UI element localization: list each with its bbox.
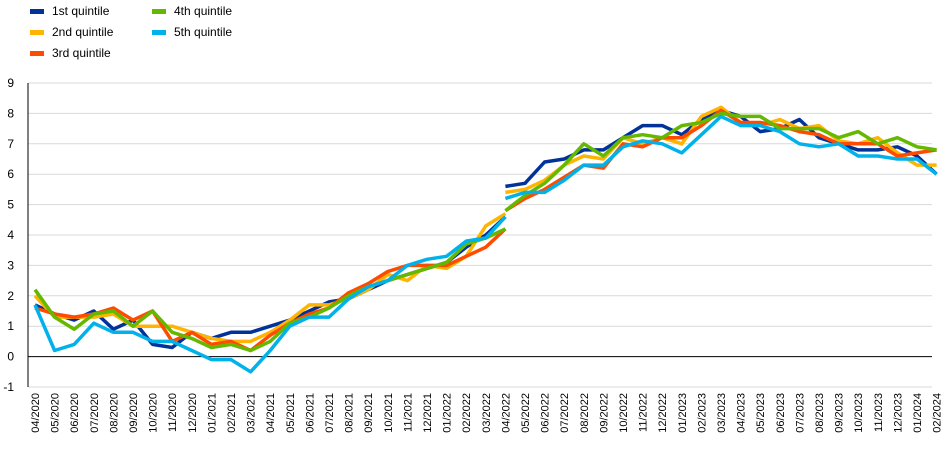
x-tick-label: 08/2023 bbox=[814, 393, 826, 433]
gridlines bbox=[28, 82, 932, 388]
legend-label: 5th quintile bbox=[174, 25, 233, 39]
x-tick-label: 02/2024 bbox=[932, 393, 944, 433]
x-tick-label: 04/2020 bbox=[30, 393, 42, 433]
y-tick-label: 7 bbox=[7, 137, 14, 151]
legend-item: 1st quintile bbox=[28, 4, 109, 18]
legend-label: 2nd quintile bbox=[52, 25, 114, 39]
x-tick-label: 07/2023 bbox=[794, 393, 806, 433]
x-tick-label: 10/2022 bbox=[618, 393, 630, 433]
legend-swatch bbox=[30, 50, 44, 56]
y-tick-labels: -1 0 1 2 3 4 5 6 7 8 9 bbox=[3, 76, 14, 394]
x-tick-label: 09/2021 bbox=[363, 393, 375, 433]
x-tick-label: 03/2023 bbox=[716, 393, 728, 433]
x-tick-label: 08/2022 bbox=[579, 393, 591, 433]
series-line-4 bbox=[33, 227, 507, 353]
series-line-5 bbox=[33, 215, 507, 374]
x-tick-label: 11/2021 bbox=[402, 393, 414, 432]
x-tick-label: 09/2023 bbox=[834, 393, 846, 433]
x-tick-label: 10/2021 bbox=[383, 393, 395, 433]
x-tick-label: 11/2022 bbox=[638, 393, 650, 432]
y-tick-label: 2 bbox=[7, 289, 14, 303]
series-line-5 bbox=[504, 114, 938, 201]
x-tick-label: 04/2022 bbox=[500, 393, 512, 433]
y-tick-label: 0 bbox=[7, 350, 14, 364]
legend-swatch bbox=[30, 29, 44, 35]
y-tick-label: 3 bbox=[7, 258, 14, 272]
legend-label: 1st quintile bbox=[52, 4, 110, 18]
x-tick-label: 04/2021 bbox=[265, 393, 277, 433]
x-tick-label: 08/2020 bbox=[108, 393, 120, 433]
x-tick-label: 09/2020 bbox=[128, 393, 140, 433]
x-tick-label: 01/2024 bbox=[912, 393, 924, 433]
x-tick-label: 06/2020 bbox=[69, 393, 81, 433]
y-tick-label: 1 bbox=[7, 319, 14, 333]
x-tick-label: 07/2021 bbox=[324, 393, 336, 433]
legend-item: 2nd quintile bbox=[28, 25, 113, 39]
x-tick-label: 12/2022 bbox=[657, 393, 669, 433]
x-tick-label: 09/2022 bbox=[598, 393, 610, 433]
x-tick-label: 06/2021 bbox=[304, 393, 316, 433]
series-lines bbox=[33, 105, 938, 374]
x-tick-label: 01/2021 bbox=[206, 393, 218, 433]
x-tick-label: 12/2021 bbox=[422, 393, 434, 433]
legend-swatch bbox=[30, 8, 44, 14]
legend-item: 3rd quintile bbox=[28, 46, 111, 60]
x-tick-label: 12/2023 bbox=[892, 393, 904, 433]
x-tick-label: 02/2021 bbox=[226, 393, 238, 433]
x-tick-label: 10/2023 bbox=[853, 393, 865, 433]
x-tick-label: 10/2020 bbox=[148, 393, 160, 433]
y-tick-label: -1 bbox=[3, 380, 14, 394]
x-tick-label: 05/2021 bbox=[285, 393, 297, 433]
legend-item: 4th quintile bbox=[150, 4, 232, 18]
y-tick-label: 5 bbox=[7, 198, 14, 212]
x-tick-label: 05/2023 bbox=[755, 393, 767, 433]
chart-legend: 1st quintile 2nd quintile 3rd quintile 4th … bbox=[0, 0, 300, 64]
x-tick-label: 11/2020 bbox=[167, 393, 179, 432]
series-line-4 bbox=[504, 111, 937, 213]
legend-item: 5th quintile bbox=[150, 25, 232, 39]
y-tick-label: 6 bbox=[7, 167, 14, 181]
x-tick-label: 11/2023 bbox=[873, 393, 885, 432]
legend-swatch bbox=[152, 29, 166, 35]
x-tick-label: 07/2022 bbox=[559, 393, 571, 433]
x-tick-label: 04/2023 bbox=[736, 393, 748, 433]
x-tick-labels: 04/2020 05/2020 06/2020 07/2020 08/2020 09/20… bbox=[30, 393, 944, 433]
axes bbox=[27, 83, 932, 387]
x-tick-label: 01/2022 bbox=[442, 393, 454, 433]
legend-label: 3rd quintile bbox=[52, 46, 111, 60]
x-tick-label: 12/2020 bbox=[187, 393, 199, 433]
x-tick-label: 05/2022 bbox=[520, 393, 532, 433]
y-tick-label: 4 bbox=[7, 228, 14, 242]
series-line-3 bbox=[34, 227, 507, 353]
x-tick-label: 07/2020 bbox=[89, 393, 101, 433]
y-tick-label: 9 bbox=[7, 76, 14, 90]
y-tick-label: 8 bbox=[7, 106, 14, 120]
x-tick-label: 02/2023 bbox=[696, 393, 708, 433]
legend-swatch bbox=[152, 8, 166, 14]
x-tick-label: 02/2022 bbox=[461, 393, 473, 433]
x-tick-label: 03/2021 bbox=[246, 393, 258, 433]
legend-label: 4th quintile bbox=[174, 4, 233, 18]
x-tick-label: 01/2023 bbox=[677, 393, 689, 433]
x-tick-label: 05/2020 bbox=[50, 393, 62, 433]
x-tick-label: 08/2021 bbox=[344, 393, 356, 433]
x-tick-label: 03/2022 bbox=[481, 393, 493, 433]
x-tick-label: 06/2022 bbox=[540, 393, 552, 433]
series-line-2 bbox=[505, 105, 937, 195]
x-tick-label: 06/2023 bbox=[775, 393, 787, 433]
